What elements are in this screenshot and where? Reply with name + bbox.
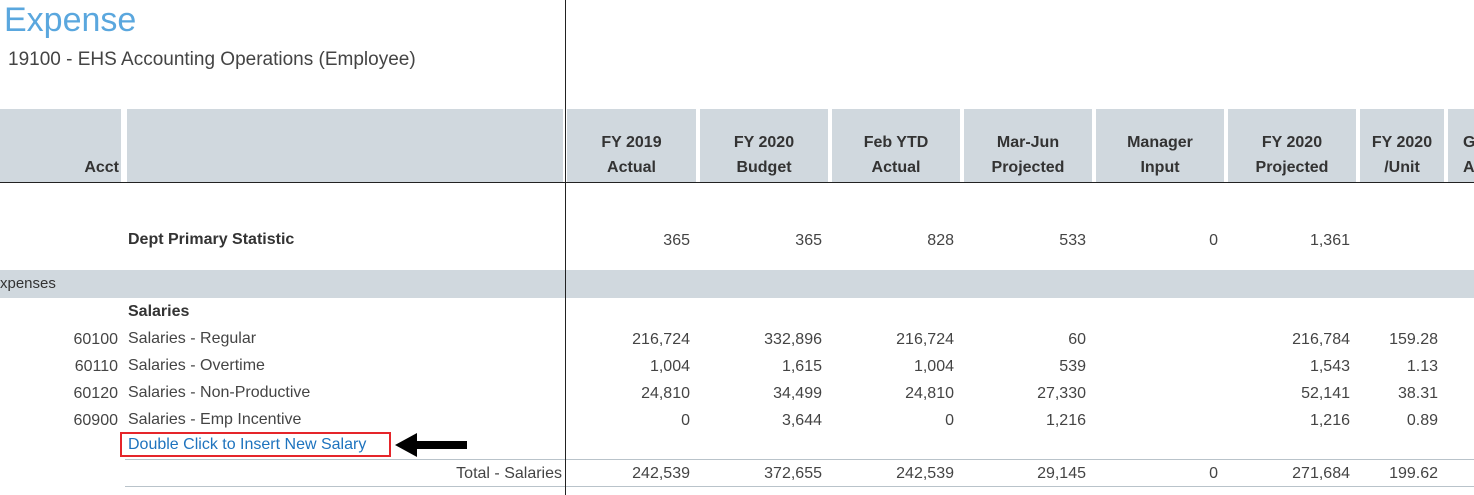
row-value[interactable]: 24,810 xyxy=(905,385,954,402)
header-col-line1: Feb YTD xyxy=(863,134,929,151)
header-acct-label: Acct xyxy=(84,159,119,176)
header-col-line1: Manager xyxy=(1127,134,1193,151)
stat-value[interactable]: 828 xyxy=(927,232,954,249)
page-subtitle: 19100 - EHS Accounting Operations (Emplo… xyxy=(8,49,416,70)
row-value[interactable]: 1,615 xyxy=(781,358,822,375)
row-value[interactable]: 3,644 xyxy=(781,412,822,429)
expenses-band-label: xpenses xyxy=(0,275,56,292)
total-value[interactable]: 372,655 xyxy=(764,465,822,482)
header-col-manager-input[interactable]: Manager Input xyxy=(1096,109,1224,182)
row-acct: 60100 xyxy=(73,331,119,348)
row-value[interactable]: 1,004 xyxy=(913,358,954,375)
row-desc: Salaries - Non-Productive xyxy=(128,384,311,401)
stat-value[interactable]: 1,361 xyxy=(1309,232,1350,249)
row-value[interactable]: 216,724 xyxy=(896,331,954,348)
row-value[interactable]: 27,330 xyxy=(1037,385,1086,402)
stat-value[interactable]: 365 xyxy=(795,232,822,249)
section-label-salaries: Salaries xyxy=(128,303,190,320)
row-value[interactable]: 1,216 xyxy=(1309,412,1350,429)
row-value[interactable]: 216,724 xyxy=(632,331,690,348)
row-acct: 60900 xyxy=(73,412,119,429)
row-value[interactable]: 24,810 xyxy=(641,385,690,402)
total-label: Total - Salaries xyxy=(456,465,562,482)
total-value[interactable]: 242,539 xyxy=(896,465,954,482)
header-col-line2: Projected xyxy=(991,159,1065,176)
row-value[interactable]: 216,784 xyxy=(1292,331,1350,348)
header-col-line2: Budget xyxy=(736,159,792,176)
row-desc: Salaries - Overtime xyxy=(128,357,265,374)
row-desc: Salaries - Regular xyxy=(128,330,257,347)
total-divider-bottom xyxy=(125,486,1474,487)
row-value[interactable]: 159.28 xyxy=(1389,331,1438,348)
row-value[interactable]: 52,141 xyxy=(1301,385,1350,402)
page-title: Expense xyxy=(4,1,137,39)
total-value[interactable]: 242,539 xyxy=(632,465,690,482)
header-col-line2: Actual xyxy=(607,159,656,176)
frozen-pane-divider[interactable] xyxy=(565,0,566,495)
header-description xyxy=(127,109,563,182)
total-value[interactable]: 29,145 xyxy=(1037,465,1086,482)
header-col-line2: Projected xyxy=(1255,159,1329,176)
header-col-line2: A xyxy=(1463,159,1474,176)
row-value[interactable]: 539 xyxy=(1059,358,1086,375)
header-col-feb-ytd-actual[interactable]: Feb YTD Actual xyxy=(832,109,960,182)
header-col-line1: G xyxy=(1463,134,1474,151)
stat-value[interactable]: 0 xyxy=(1209,232,1218,249)
total-value[interactable]: 199.62 xyxy=(1389,465,1438,482)
header-col-line2: Input xyxy=(1140,159,1180,176)
header-col-line1: FY 2019 xyxy=(601,134,662,151)
total-divider-top xyxy=(125,459,1474,460)
row-acct: 60110 xyxy=(74,358,118,375)
header-col-line2: /Unit xyxy=(1384,159,1420,176)
row-value[interactable]: 1,543 xyxy=(1309,358,1350,375)
header-col-line1: FY 2020 xyxy=(1371,134,1433,151)
header-col-fy2020-per-unit[interactable]: FY 2020/Unit xyxy=(1360,109,1444,182)
expenses-band xyxy=(0,270,1474,298)
row-value[interactable]: 1.13 xyxy=(1406,358,1438,375)
header-col-mar-jun-projected[interactable]: Mar-Jun Projected xyxy=(964,109,1092,182)
row-value[interactable]: 0 xyxy=(945,412,954,429)
header-divider xyxy=(0,182,1474,183)
header-col-line2: Actual xyxy=(871,159,921,176)
row-value[interactable]: 34,499 xyxy=(773,385,822,402)
total-value[interactable]: 0 xyxy=(1209,465,1218,482)
header-col-fy2020-projected[interactable]: FY 2020 Projected xyxy=(1228,109,1356,182)
total-value[interactable]: 271,684 xyxy=(1292,465,1350,482)
row-value[interactable]: 38.31 xyxy=(1397,385,1438,402)
row-desc: Salaries - Emp Incentive xyxy=(128,411,302,428)
header-acct: Acct xyxy=(0,109,121,182)
header-col-fy2019-actual[interactable]: FY 2019 Actual xyxy=(567,109,696,182)
header-col-line1: FY 2020 xyxy=(1261,134,1323,151)
row-value[interactable]: 1,216 xyxy=(1045,412,1086,429)
row-acct: 60120 xyxy=(73,385,119,402)
stat-value[interactable]: 533 xyxy=(1059,232,1086,249)
row-value[interactable]: 0.89 xyxy=(1406,412,1438,429)
row-value[interactable]: 60 xyxy=(1068,331,1086,348)
stat-row-label: Dept Primary Statistic xyxy=(128,231,295,248)
header-col-line1: Mar-Jun xyxy=(996,134,1060,151)
row-value[interactable]: 332,896 xyxy=(764,331,822,348)
arrow-left-icon xyxy=(395,433,467,457)
row-value[interactable]: 0 xyxy=(681,412,690,429)
row-value[interactable]: 1,004 xyxy=(649,358,690,375)
header-col-line1: FY 2020 xyxy=(733,134,795,151)
stat-value[interactable]: 365 xyxy=(663,232,690,249)
header-col-fy2020-budget[interactable]: FY 2020 Budget xyxy=(700,109,828,182)
insert-new-salary-link[interactable]: Double Click to Insert New Salary xyxy=(120,432,391,457)
